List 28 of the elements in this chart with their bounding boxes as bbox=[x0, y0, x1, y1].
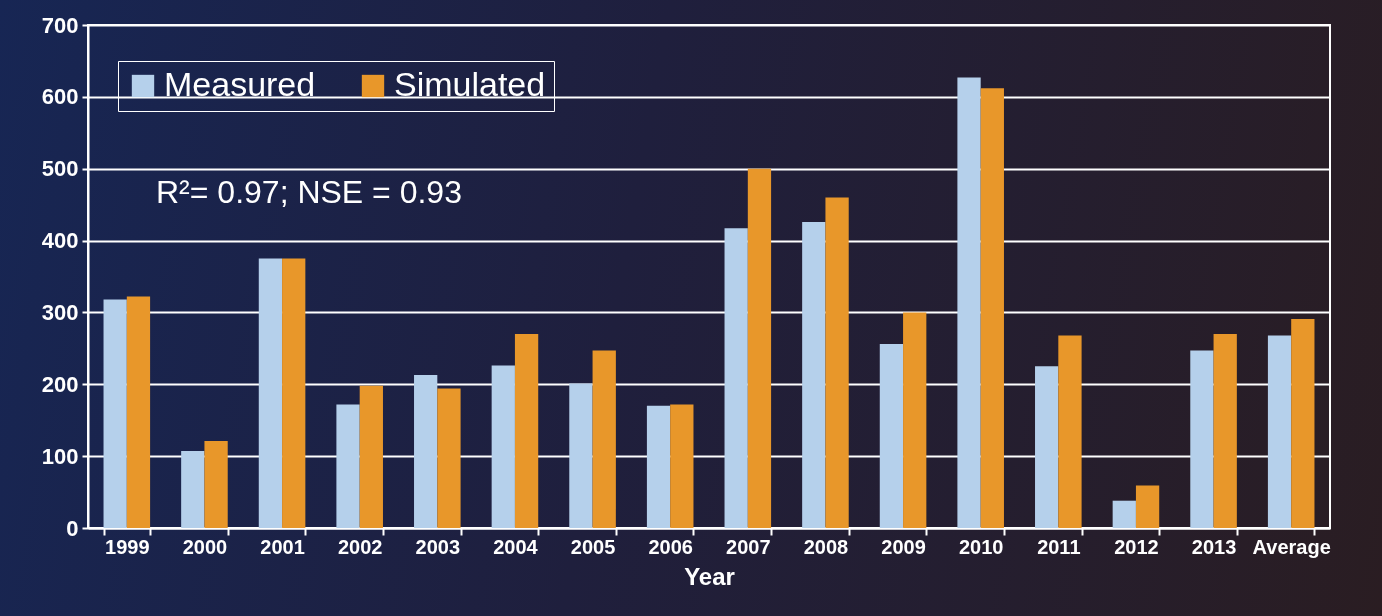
annotation: R²= 0.97; NSE = 0.93 bbox=[156, 174, 462, 210]
y-tick-label: 500 bbox=[41, 156, 79, 182]
x-tick-label: 2003 bbox=[415, 535, 461, 558]
x-tick-label: 2009 bbox=[881, 535, 926, 558]
y-tick-label: 700 bbox=[41, 12, 79, 38]
y-tick-label: 200 bbox=[41, 371, 79, 397]
y-tick-label: 100 bbox=[41, 443, 79, 469]
x-tick-label: 2002 bbox=[337, 535, 383, 558]
x-tick-label: Average bbox=[1252, 535, 1331, 558]
x-tick-label: 2005 bbox=[570, 535, 616, 558]
x-tick-label: 2004 bbox=[493, 535, 539, 558]
legend-label: Simulated bbox=[394, 65, 546, 103]
x-tick-label: 2011 bbox=[1037, 535, 1081, 558]
x-tick-label: 2001 bbox=[260, 535, 305, 558]
x-tick-label: 1999 bbox=[105, 535, 150, 558]
y-tick-label: 600 bbox=[41, 84, 79, 110]
x-axis-title: Year bbox=[684, 562, 735, 590]
y-tick-label: 300 bbox=[41, 299, 79, 325]
x-tick-label: 2007 bbox=[726, 535, 771, 558]
legend-label: Measured bbox=[164, 65, 316, 103]
x-tick-label: 2012 bbox=[1114, 535, 1159, 558]
x-tick-label: 2013 bbox=[1191, 535, 1237, 558]
x-tick-label: 2000 bbox=[182, 535, 228, 558]
y-tick-label: 400 bbox=[41, 228, 79, 254]
y-tick-label: 0 bbox=[66, 515, 79, 541]
x-tick-label: 2006 bbox=[648, 535, 693, 558]
x-tick-label: 2010 bbox=[958, 535, 1004, 558]
x-tick-label: 2008 bbox=[803, 535, 849, 558]
